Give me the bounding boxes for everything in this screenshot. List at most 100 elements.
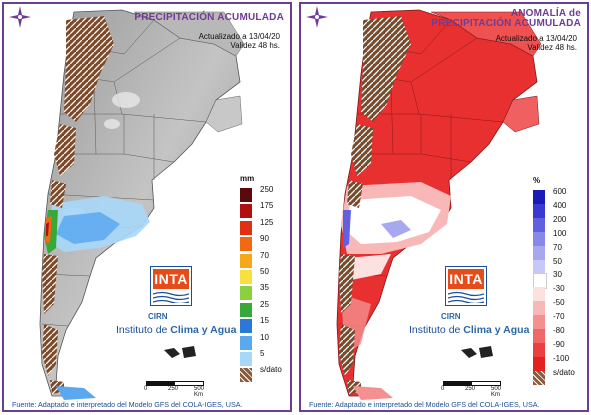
legend-swatch [533, 217, 545, 232]
legend-swatch [240, 188, 252, 202]
legend-item: 200 [533, 214, 587, 232]
legend-swatch [533, 245, 545, 260]
scale-end: 500 Km [491, 386, 502, 398]
anomaly-title-line2: PRECIPITACIÓN ACUMULADA [431, 18, 581, 29]
validity: Validez 48 hs. [527, 43, 577, 52]
inta-logo: INTA [150, 266, 192, 306]
legend-item: 50 [240, 267, 290, 284]
legend-item: 70 [533, 242, 587, 260]
scale-mid: 250 [168, 386, 179, 392]
legend-item: 15 [240, 316, 290, 334]
legend-item: 400 [533, 200, 587, 218]
uruguay-anomaly [502, 95, 540, 133]
legend-label: 35 [260, 283, 269, 293]
legend-label: 600 [553, 187, 567, 196]
legend-swatch [533, 370, 545, 385]
legend-unit: % [533, 176, 541, 185]
legend-label: 70 [553, 242, 562, 252]
legend-label: 15 [260, 316, 269, 326]
anomaly-positive-zone [381, 220, 411, 238]
scale-end: 500 Km [194, 386, 205, 398]
legend-swatch [533, 301, 545, 316]
neighbour-anomaly [430, 11, 542, 57]
neighbour-land [133, 11, 245, 57]
tierra-del-fuego [56, 386, 96, 400]
legend-unit: mm [240, 174, 255, 183]
uruguay-land [205, 95, 243, 133]
inta-logo-text: INTA [448, 269, 484, 289]
legend-label: 10 [260, 332, 269, 342]
scale-mid: 250 [465, 386, 476, 392]
ica-prefix: Instituto de [116, 324, 171, 336]
legend-label: 30 [553, 270, 562, 280]
waves-icon [153, 291, 189, 303]
legend-label: -100 [553, 353, 570, 363]
ica-bold: Clima y Agua [170, 324, 237, 336]
legend-swatch [533, 356, 545, 371]
legend-label: -30 [553, 284, 565, 294]
malvinas-islands [164, 346, 196, 358]
legend-swatch [533, 329, 545, 343]
ica-bold: Clima y Agua [463, 324, 530, 336]
precipitation-map-panel: PRECIPITACIÓN ACUMULADA Actualizado a 13… [2, 2, 292, 412]
legend-item: 600 [533, 187, 587, 204]
no-data-areas-anomaly [339, 16, 411, 394]
legend-swatch [533, 259, 545, 274]
malvinas-islands-anomaly [461, 346, 493, 358]
legend-item: -80 [533, 326, 587, 343]
anomaly-light-south [347, 254, 391, 280]
precip-max [46, 222, 49, 236]
scale-zero: 0 [441, 386, 445, 392]
legend-item: s/dato [533, 367, 587, 385]
legend-item: -30 [533, 284, 587, 302]
validity: Validez 48 hs. [230, 41, 280, 50]
legend-label: -70 [553, 312, 565, 322]
legend-swatch [533, 190, 545, 204]
legend-label: s/dato [553, 367, 575, 377]
legend-swatch [533, 287, 545, 302]
legend-swatch [240, 319, 252, 334]
tierra-del-fuego-anomaly [353, 386, 393, 400]
anomaly-positive-west [343, 210, 351, 248]
legend-swatch [240, 286, 252, 301]
legend-item: 70 [240, 251, 290, 268]
anomaly-neutral-zone [345, 196, 441, 244]
update-date: Actualizado a 13/04/20 [198, 32, 280, 41]
legend-swatch [240, 335, 252, 350]
legend-swatch [533, 203, 545, 218]
legend-item: 125 [240, 217, 290, 235]
legend-label: 100 [553, 228, 567, 238]
precip-medium [56, 212, 120, 244]
precip-heavy [45, 216, 52, 244]
compass-rose-icon [9, 6, 31, 28]
legend-label: 125 [260, 217, 274, 227]
legend-label: -50 [553, 298, 565, 308]
source-note: Fuente: Adaptado e interpretado del Mode… [309, 400, 540, 409]
legend-item: 35 [240, 283, 290, 301]
legend-label: 200 [553, 214, 567, 224]
legend-label: 90 [260, 234, 269, 244]
legend-swatch [240, 204, 252, 219]
scale-zero: 0 [144, 386, 148, 392]
update-date: Actualizado a 13/04/20 [495, 34, 577, 43]
legend-label: -90 [553, 339, 565, 349]
legend-label: 250 [260, 185, 274, 194]
anomaly-map-panel: ANOMALÍA de PRECIPITACIÓN ACUMULADA Actu… [299, 2, 589, 412]
legend-item: 100 [533, 228, 587, 246]
inta-logo-text: INTA [153, 269, 189, 289]
cirn-label: CIRN [148, 312, 168, 321]
legend-swatch [240, 237, 252, 252]
ica-label: Instituto de Clima y Agua [409, 324, 529, 336]
legend-label: 400 [553, 200, 567, 210]
legend-item: -50 [533, 298, 587, 316]
legend-label: 175 [260, 201, 274, 211]
legend-label: 50 [553, 256, 562, 266]
precipitation-map [39, 9, 245, 400]
anomaly-title-line1: ANOMALÍA de [510, 8, 581, 19]
waves-icon [448, 291, 484, 303]
legend-item: -70 [533, 312, 587, 330]
ica-prefix: Instituto de [409, 324, 464, 336]
legend-label: s/dato [260, 365, 282, 375]
legend-item: 90 [240, 234, 290, 252]
legend-item: 5 [240, 349, 290, 366]
